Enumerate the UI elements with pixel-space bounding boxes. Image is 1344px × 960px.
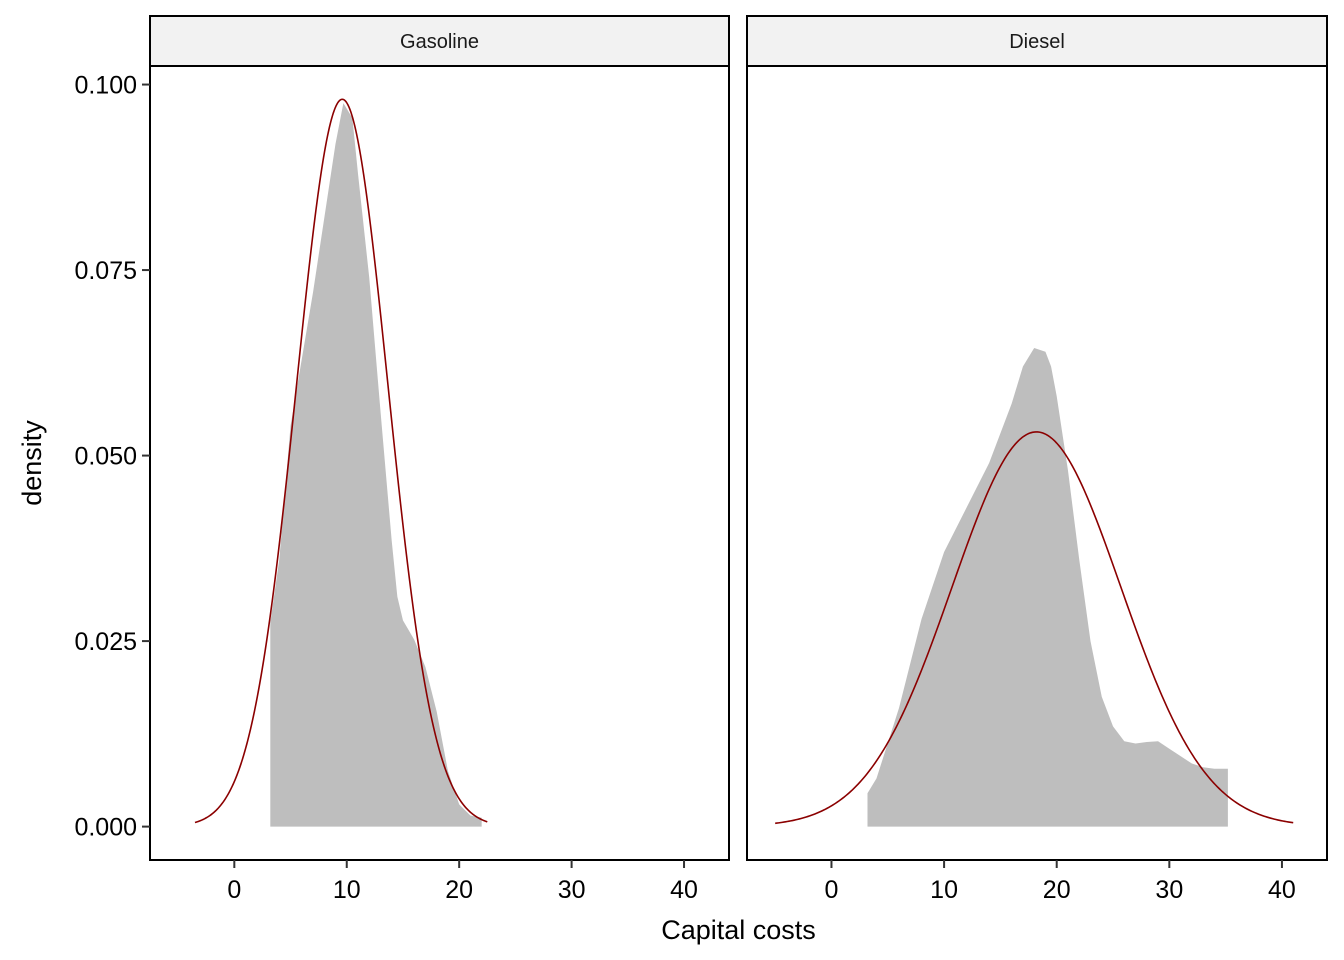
y-axis: 0.000 0.025 0.050 0.075 0.100 — [74, 72, 150, 842]
y-tick-label: 0.025 — [74, 628, 137, 656]
x-tick-label: 0 — [227, 876, 241, 904]
x-axes: 0 10 20 30 40 0 10 20 30 40 — [227, 860, 1296, 904]
x-tick-label: 10 — [333, 876, 361, 904]
x-tick-label: 0 — [825, 876, 839, 904]
x-tick-label: 10 — [930, 876, 958, 904]
normal-fit-curve — [775, 431, 1294, 825]
density-area — [867, 347, 1228, 827]
x-tick-label: 30 — [1155, 876, 1183, 904]
x-tick-label: 20 — [445, 876, 473, 904]
x-tick-label: 40 — [1268, 876, 1296, 904]
x-tick-label: 40 — [670, 876, 698, 904]
panel-diesel: Diesel — [746, 15, 1328, 861]
x-tick-label: 30 — [558, 876, 586, 904]
x-tick-label: 20 — [1043, 876, 1071, 904]
strip-background — [149, 15, 730, 67]
x-axis-title: Capital costs — [661, 915, 816, 945]
y-tick-label: 0.050 — [74, 443, 137, 471]
y-tick-label: 0.075 — [74, 257, 137, 285]
y-tick-label: 0.000 — [74, 814, 137, 842]
panel-gasoline: Gasoline — [149, 15, 730, 861]
y-tick-label: 0.100 — [74, 72, 137, 100]
normal-fit-curve — [194, 98, 488, 824]
density-area — [270, 103, 482, 827]
strip-background — [746, 15, 1328, 67]
strip-label: Gasoline — [400, 31, 479, 53]
x-axis-diesel: 0 10 20 30 40 — [825, 860, 1296, 904]
strip-label: Diesel — [1009, 31, 1065, 53]
x-axis-gasoline: 0 10 20 30 40 — [227, 860, 698, 904]
y-axis-title: density — [17, 420, 47, 506]
panels-group: Gasoline Diesel — [149, 15, 1328, 861]
